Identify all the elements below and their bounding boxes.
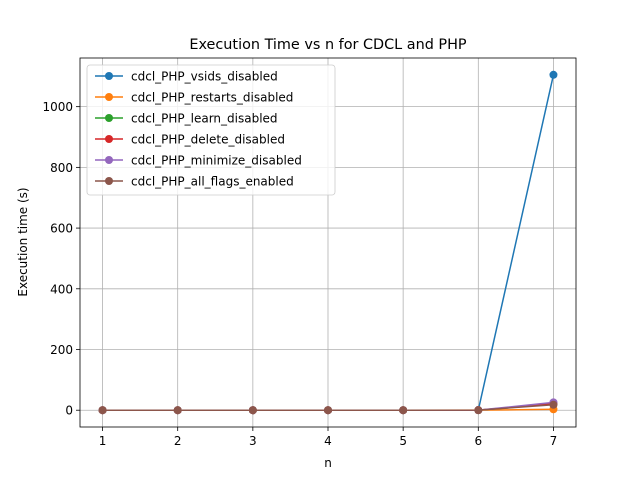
legend-item: cdcl_PHP_minimize_disabled (95, 154, 302, 168)
y-tick-label: 0 (65, 404, 73, 418)
x-tick-label: 3 (249, 434, 257, 448)
legend-marker (105, 93, 113, 101)
data-point (474, 406, 483, 415)
chart-title: Execution Time vs n for CDCL and PHP (189, 37, 467, 53)
legend-item: cdcl_PHP_learn_disabled (95, 112, 278, 126)
legend-label: cdcl_PHP_vsids_disabled (131, 70, 278, 84)
x-axis: 1 2 3 4 5 6 7 (99, 427, 558, 448)
legend-frame (86, 64, 336, 196)
data-point (549, 70, 558, 79)
legend-marker (105, 156, 113, 164)
legend-label: cdcl_PHP_delete_disabled (131, 133, 285, 147)
x-axis-label: n (324, 456, 332, 470)
data-point (549, 400, 558, 409)
data-point (324, 406, 332, 415)
legend: cdcl_PHP_vsids_disabled cdcl_PHP_restarts… (86, 64, 336, 196)
y-axis: 0 200 400 600 800 1000 (42, 100, 80, 418)
legend-item: cdcl_PHP_delete_disabled (95, 133, 285, 147)
y-tick-label: 1000 (42, 100, 73, 114)
data-point (399, 406, 408, 415)
x-tick-label: 5 (399, 434, 407, 448)
legend-marker (105, 72, 113, 80)
y-tick-label: 800 (50, 161, 73, 175)
y-tick-label: 200 (50, 343, 73, 357)
legend-marker (105, 177, 113, 185)
x-tick-label: 6 (474, 434, 482, 448)
data-point (248, 406, 257, 415)
x-tick-label: 7 (550, 434, 558, 448)
x-tick-label: 2 (174, 434, 182, 448)
y-axis-label: Execution time (s) (16, 187, 30, 296)
legend-item: cdcl_PHP_vsids_disabled (95, 70, 278, 84)
y-tick-label: 600 (50, 222, 73, 236)
x-tick-label: 1 (99, 434, 107, 448)
series-cdcl_PHP_all_flags_enabled (98, 400, 558, 415)
legend-label: cdcl_PHP_minimize_disabled (131, 154, 302, 168)
legend-label: cdcl_PHP_restarts_disabled (131, 91, 293, 105)
data-point (98, 406, 107, 415)
x-tick-label: 4 (324, 434, 332, 448)
legend-label: cdcl_PHP_all_flags_enabled (131, 175, 294, 189)
series-layer (98, 70, 558, 415)
legend-item: cdcl_PHP_all_flags_enabled (95, 175, 294, 189)
legend-label: cdcl_PHP_learn_disabled (131, 112, 278, 126)
data-point (173, 406, 182, 415)
legend-marker (105, 135, 113, 143)
y-tick-label: 400 (50, 282, 73, 296)
legend-item: cdcl_PHP_restarts_disabled (95, 91, 293, 105)
legend-marker (105, 114, 113, 122)
